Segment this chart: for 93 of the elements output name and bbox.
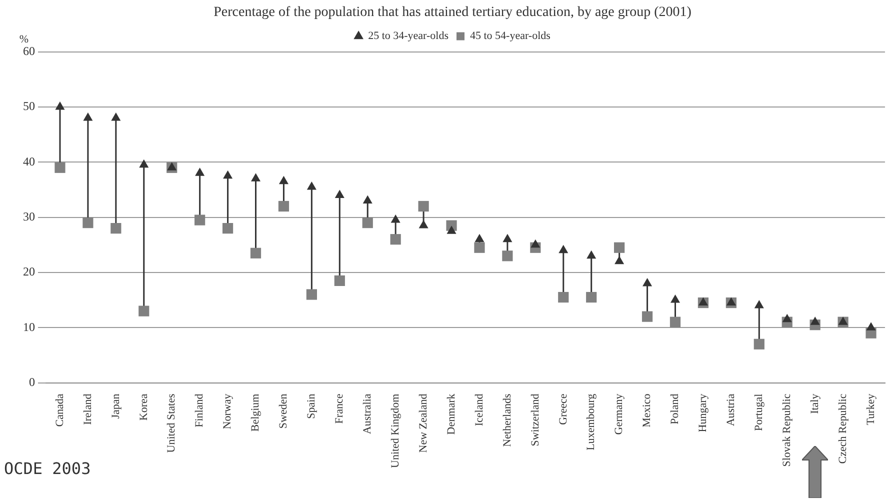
x-tick-label: Portugal xyxy=(753,394,766,432)
point xyxy=(334,190,344,198)
x-tick-label: Belgium xyxy=(250,393,262,432)
point xyxy=(614,242,625,253)
x-tick-label: Norway xyxy=(222,393,234,430)
point xyxy=(782,314,792,322)
legend-label: 25 to 34-year-olds xyxy=(368,30,449,42)
x-tick-label: Spain xyxy=(306,393,318,419)
point xyxy=(250,248,262,258)
point xyxy=(502,234,512,242)
point xyxy=(530,239,540,248)
point xyxy=(502,250,513,262)
x-tick-label: Switzerland xyxy=(529,393,542,446)
x-tick-label: United States xyxy=(166,394,178,453)
x-tick-label: France xyxy=(334,394,346,424)
legend-label: 45 to 54-year-olds xyxy=(470,30,550,42)
y-tick-label: 0 xyxy=(29,374,35,389)
y-tick-label: 30 xyxy=(23,209,35,224)
point xyxy=(139,159,149,168)
x-tick-label: Australia xyxy=(362,394,374,434)
point xyxy=(838,316,848,325)
point xyxy=(474,234,484,242)
y-axis-title: % xyxy=(19,34,29,46)
point xyxy=(110,223,122,234)
x-tick-label: Germany xyxy=(613,393,626,435)
point xyxy=(474,242,485,253)
point xyxy=(586,292,597,303)
x-tick-label: Korea xyxy=(138,394,150,421)
x-tick-label: Ireland xyxy=(82,393,94,425)
x-tick-label: Netherlands xyxy=(501,394,514,447)
y-tick-label: 60 xyxy=(23,44,35,58)
point xyxy=(362,195,372,204)
point xyxy=(558,244,568,254)
point xyxy=(418,220,428,228)
point xyxy=(642,278,652,286)
point xyxy=(390,234,401,245)
point xyxy=(223,170,233,179)
point xyxy=(55,101,65,110)
point xyxy=(670,294,680,303)
point xyxy=(195,168,205,176)
text: OCDE 2003 xyxy=(4,459,91,478)
point xyxy=(670,316,681,328)
point xyxy=(558,292,569,303)
point xyxy=(614,256,624,264)
x-tick-label: Hungary xyxy=(697,393,710,432)
y-tick-label: 20 xyxy=(23,264,35,279)
point xyxy=(586,250,596,259)
x-tick-label: New Zealand xyxy=(417,393,430,453)
point xyxy=(418,200,429,212)
y-tick-label: 40 xyxy=(23,154,35,168)
x-tick-label: Czech Republic xyxy=(836,394,849,464)
point xyxy=(754,338,764,350)
x-tick-label: Sweden xyxy=(278,393,290,429)
point xyxy=(82,217,94,228)
point xyxy=(866,322,876,330)
point xyxy=(334,275,345,286)
point xyxy=(446,226,456,234)
x-tick-label: Mexico xyxy=(641,393,654,428)
x-tick-label: Italy xyxy=(808,393,821,414)
y-tick-label: 10 xyxy=(23,320,35,334)
point xyxy=(138,306,150,316)
point xyxy=(306,289,317,300)
point xyxy=(810,316,820,325)
point xyxy=(698,297,708,306)
x-tick-label: Iceland xyxy=(473,393,486,426)
point xyxy=(642,311,653,322)
x-tick-label: Finland xyxy=(194,393,206,428)
point xyxy=(83,112,93,121)
point xyxy=(726,297,736,306)
x-tick-label: Canada xyxy=(54,394,66,427)
point xyxy=(278,176,288,184)
point xyxy=(250,173,261,182)
x-tick-label: Austria xyxy=(725,394,738,426)
x-tick-label: Luxembourg xyxy=(585,393,598,450)
point xyxy=(278,200,290,212)
point xyxy=(54,162,66,173)
x-tick-label: Japan xyxy=(110,393,122,419)
point xyxy=(390,214,400,223)
x-tick-label: Turkey xyxy=(864,393,877,426)
point xyxy=(754,300,764,308)
point xyxy=(222,223,234,234)
x-tick-label: United Kingdom xyxy=(389,393,402,468)
point xyxy=(167,162,177,170)
point xyxy=(111,112,121,121)
x-tick-label: Denmark xyxy=(445,393,458,435)
chart-title: Percentage of the population that has attained tertiary education, by age group (2001) xyxy=(214,5,692,20)
point xyxy=(362,217,373,228)
point xyxy=(194,214,206,226)
x-tick-label: Poland xyxy=(669,393,682,424)
point xyxy=(306,181,316,190)
y-tick-label: 50 xyxy=(23,99,35,114)
x-tick-label: Greece xyxy=(557,394,570,425)
x-tick-label: Slovak Republic xyxy=(781,394,794,467)
